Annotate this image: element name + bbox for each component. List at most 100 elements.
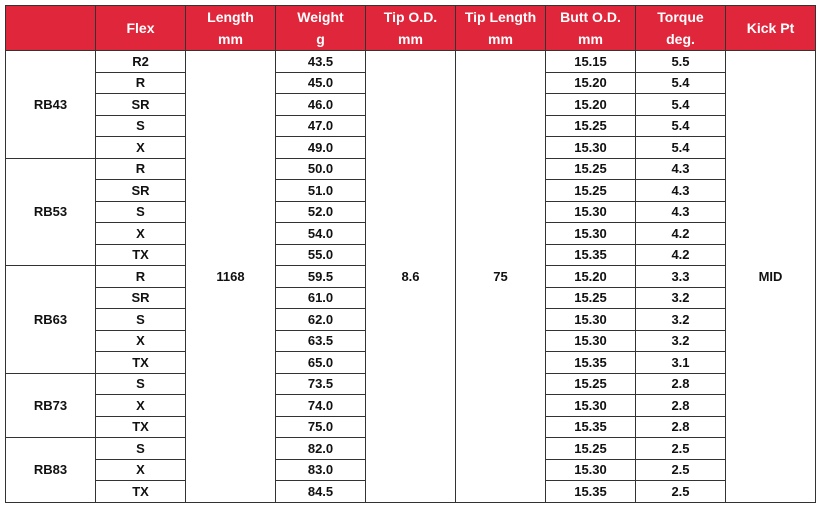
torque-cell: 5.4 (635, 93, 726, 116)
column-header: Weight g (275, 5, 366, 51)
header-label: Butt O.D. (560, 9, 621, 25)
flex-cell: SR (95, 179, 186, 202)
torque-cell: 4.3 (635, 179, 726, 202)
table-row: RB63 R 59.5 15.20 3.3 (5, 265, 816, 374)
torque-cell: 2.5 (635, 480, 726, 503)
length-cell: 1168 (185, 50, 276, 503)
flex-cell: R (95, 157, 186, 180)
model-name: RB53 (5, 157, 96, 266)
kick-point-cell: MID (725, 50, 816, 503)
butt-od-cell: 15.25 (545, 114, 636, 137)
flex-cell: X (95, 458, 186, 481)
weight-cell: 61.0 (275, 286, 366, 309)
butt-od-cell: 15.30 (545, 394, 636, 417)
butt-od-cell: 15.25 (545, 286, 636, 309)
weight-cell: 82.0 (275, 437, 366, 460)
header-row: Flex Length mm Weight g Tip O.D. mm Tip Length m… (5, 5, 816, 51)
header-label: Flex (126, 20, 155, 36)
table-row: SR 61.0 15.25 3.2 (6, 286, 816, 309)
header-unit: g (316, 31, 325, 47)
butt-od-cell: 15.35 (545, 243, 636, 266)
butt-od-cell: 15.25 (545, 157, 636, 180)
flex-cell: TX (95, 351, 186, 374)
torque-cell: 2.8 (635, 415, 726, 438)
weight-cell: 59.5 (275, 265, 366, 288)
weight-cell: 43.5 (275, 50, 366, 73)
weight-cell: 62.0 (275, 308, 366, 331)
butt-od-cell: 15.25 (545, 437, 636, 460)
column-header: Kick Pt (725, 5, 816, 51)
torque-cell: 2.8 (635, 372, 726, 395)
flex-cell: S (95, 200, 186, 223)
flex-cell: X (95, 222, 186, 245)
header-label: Weight (297, 9, 344, 25)
column-header: Flex (95, 5, 186, 51)
torque-cell: 3.2 (635, 329, 726, 352)
header-unit: mm (398, 31, 423, 47)
torque-cell: 3.2 (635, 286, 726, 309)
header-unit: mm (578, 31, 603, 47)
weight-cell: 54.0 (275, 222, 366, 245)
tip-length-cell: 75 (455, 50, 546, 503)
header-label: Tip O.D. (383, 9, 438, 25)
flex-cell: S (95, 114, 186, 137)
weight-cell: 63.5 (275, 329, 366, 352)
model-name: RB83 (5, 437, 96, 503)
column-header: Tip Length mm (455, 5, 546, 51)
butt-od-cell: 15.20 (545, 71, 636, 94)
butt-od-cell: 15.30 (545, 458, 636, 481)
weight-cell: 84.5 (275, 480, 366, 503)
header-label: Length (207, 9, 254, 25)
weight-cell: 75.0 (275, 415, 366, 438)
model-name: RB73 (5, 372, 96, 438)
flex-cell: TX (95, 243, 186, 266)
header-unit: mm (488, 31, 513, 47)
butt-od-cell: 15.30 (545, 136, 636, 159)
table-row: RB43 R2 1168 43.5 8.6 75 15.15 5.5 MID (5, 50, 816, 503)
table-row: TX 65.0 15.35 3.1 (6, 351, 816, 374)
flex-cell: TX (95, 415, 186, 438)
table-row: TX 84.5 15.35 2.5 (6, 480, 816, 503)
flex-cell: S (95, 437, 186, 460)
torque-cell: 4.2 (635, 243, 726, 266)
flex-cell: R (95, 71, 186, 94)
torque-cell: 4.2 (635, 222, 726, 245)
weight-cell: 49.0 (275, 136, 366, 159)
weight-cell: 45.0 (275, 71, 366, 94)
torque-cell: 3.1 (635, 351, 726, 374)
weight-cell: 51.0 (275, 179, 366, 202)
column-header (5, 5, 96, 51)
weight-cell: 74.0 (275, 394, 366, 417)
model-name: RB63 (5, 265, 96, 374)
butt-od-cell: 15.30 (545, 200, 636, 223)
weight-cell: 50.0 (275, 157, 366, 180)
torque-cell: 5.4 (635, 114, 726, 137)
header-unit: deg. (666, 31, 695, 47)
weight-cell: 46.0 (275, 93, 366, 116)
header-label: Kick Pt (746, 20, 795, 36)
butt-od-cell: 15.35 (545, 351, 636, 374)
table-row: TX 75.0 15.35 2.8 (6, 415, 816, 438)
model-name: RB43 (5, 50, 96, 159)
column-header: Torque deg. (635, 5, 726, 51)
flex-cell: R (95, 265, 186, 288)
weight-cell: 65.0 (275, 351, 366, 374)
weight-cell: 52.0 (275, 200, 366, 223)
flex-cell: R2 (95, 50, 186, 73)
butt-od-cell: 15.25 (545, 179, 636, 202)
header-label: Tip Length (464, 9, 537, 25)
torque-cell: 4.3 (635, 200, 726, 223)
butt-od-cell: 15.30 (545, 308, 636, 331)
butt-od-cell: 15.20 (545, 265, 636, 288)
flex-cell: SR (95, 93, 186, 116)
table-row: TX 55.0 15.35 4.2 (6, 243, 816, 266)
torque-cell: 4.3 (635, 157, 726, 180)
column-header: Length mm (185, 5, 276, 51)
butt-od-cell: 15.30 (545, 222, 636, 245)
flex-cell: X (95, 394, 186, 417)
column-header: Butt O.D. mm (545, 5, 636, 51)
torque-cell: 5.4 (635, 71, 726, 94)
flex-cell: X (95, 329, 186, 352)
header-label: Torque (657, 9, 704, 25)
column-header: Tip O.D. mm (365, 5, 456, 51)
